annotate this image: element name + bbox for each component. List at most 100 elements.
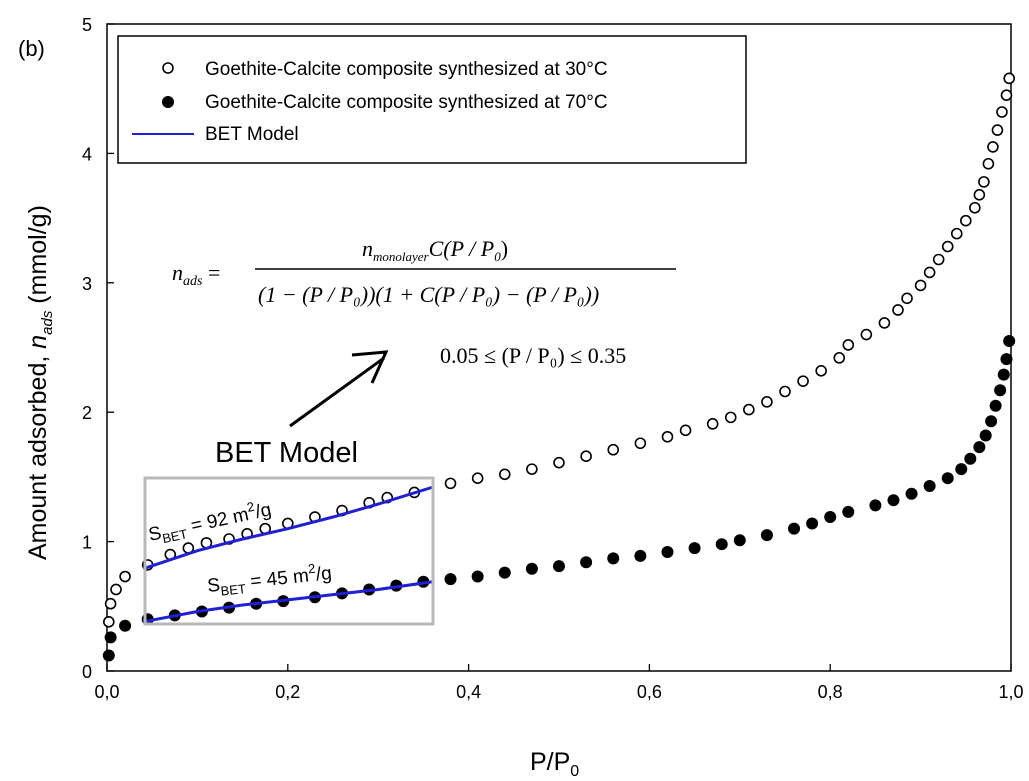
- bet-fit-line-2: [142, 580, 433, 624]
- y-axis-title-sub: ads: [39, 310, 56, 335]
- data-point-30c: [580, 450, 592, 462]
- data-point-70c: [444, 573, 457, 586]
- x-axis-title-main: P/P: [530, 748, 570, 776]
- data-point-70c: [715, 538, 728, 551]
- bet-fit-line-1: [142, 485, 433, 571]
- x-tick-label: 0,0: [94, 682, 119, 702]
- data-point-30c: [815, 364, 827, 377]
- data-point-30c: [982, 157, 995, 170]
- data-point-30c: [1000, 89, 1013, 101]
- data-point-30c: [950, 227, 963, 240]
- data-point-70c: [788, 522, 801, 535]
- data-point-70c: [104, 631, 117, 644]
- sbet-top-rest: = 92 m: [184, 504, 251, 538]
- y-axis-title-unit: (mmol/g): [24, 205, 52, 311]
- eq-numerator: nmonolayerC(P / P0): [362, 236, 508, 264]
- data-point-30c: [526, 463, 538, 475]
- x-tick-label: 0,6: [637, 682, 662, 702]
- data-point-30c: [969, 201, 981, 214]
- data-point-30c: [959, 214, 972, 227]
- data-point-30c: [634, 437, 647, 450]
- eq-num-n: n: [362, 236, 373, 261]
- y-tick-label: 3: [82, 274, 92, 294]
- bet-region-box: [143, 476, 435, 626]
- legend: Goethite-Calcite composite synthesized a…: [117, 35, 747, 164]
- series-70c: [102, 335, 1016, 662]
- data-point-30c: [973, 189, 986, 201]
- data-point-30c: [103, 616, 115, 628]
- data-point-70c: [688, 542, 701, 555]
- data-point-70c: [964, 452, 977, 465]
- data-point-70c: [607, 552, 620, 565]
- data-point-30c: [901, 292, 913, 305]
- x-axis-title: P/P0: [530, 748, 579, 780]
- data-point-30c: [607, 443, 620, 456]
- data-point-70c: [1003, 335, 1016, 348]
- data-point-70c: [806, 517, 819, 530]
- data-point-70c: [1000, 353, 1013, 366]
- data-point-30c: [553, 456, 565, 469]
- eq-lhs: nads =: [172, 260, 220, 289]
- y-axis: 0 1 2 3 4 5: [82, 15, 114, 682]
- data-point-70c: [525, 562, 538, 575]
- data-point-30c: [119, 570, 131, 583]
- data-point-30c: [743, 403, 755, 416]
- series-30c: [103, 72, 1015, 628]
- x-axis-title-sub: 0: [570, 763, 579, 780]
- data-point-70c: [471, 570, 484, 583]
- data-point-70c: [869, 499, 882, 512]
- x-tick-label: 0,4: [456, 682, 481, 702]
- sbet-top-label: SBET = 92 m2/g: [146, 495, 274, 548]
- legend-label-bet: BET Model: [205, 124, 299, 145]
- series-bet-model: [142, 485, 433, 624]
- data-point-30c: [724, 411, 737, 424]
- sbet-top-sup: 2: [246, 499, 256, 515]
- eq-range: 0.05 ≤ (P / P₀) ≤ 0.35: [440, 343, 626, 368]
- sbet-bottom-end: /g: [315, 563, 333, 586]
- legend-label-70c: Goethite-Calcite composite synthesized a…: [205, 92, 608, 113]
- data-point-70c: [733, 534, 746, 547]
- y-axis-title-main: Amount adsorbed,: [24, 349, 52, 560]
- data-point-30c: [444, 477, 457, 490]
- y-tick-label: 0: [82, 662, 92, 682]
- data-point-70c: [997, 368, 1010, 381]
- eq-denominator: (1 − (P / P₀))(1 + C(P / P₀) − (P / P₀)): [258, 282, 599, 307]
- data-point-30c: [860, 328, 873, 341]
- sbet-bottom-rest: = 45 m: [244, 565, 310, 593]
- data-point-70c: [887, 494, 900, 507]
- data-point-70c: [119, 619, 132, 632]
- eq-num-close: ): [501, 236, 508, 261]
- y-axis-title: Amount adsorbed, nads (mmol/g): [24, 205, 56, 560]
- eq-num-rest: C(P / P: [429, 236, 495, 261]
- data-point-30c: [761, 396, 773, 408]
- x-tick-label: 0,8: [818, 682, 843, 702]
- y-tick-label: 1: [82, 533, 92, 553]
- sbet-bottom-sub: BET: [220, 581, 247, 599]
- data-point-30c: [878, 317, 891, 329]
- data-point-30c: [978, 176, 990, 188]
- y-tick-label: 2: [82, 403, 92, 423]
- data-point-70c: [498, 566, 511, 579]
- data-point-70c: [634, 549, 647, 562]
- eq-num-n-sub: monolayer: [373, 249, 430, 264]
- legend-label-30c: Goethite-Calcite composite synthesized a…: [205, 59, 608, 80]
- legend-open-marker: [162, 62, 174, 74]
- data-point-70c: [905, 487, 918, 500]
- y-axis-title-var: n: [24, 335, 52, 349]
- data-point-70c: [760, 529, 773, 542]
- data-point-30c: [471, 472, 484, 484]
- data-point-30c: [991, 124, 1004, 136]
- data-point-70c: [580, 556, 593, 569]
- data-point-30c: [833, 352, 846, 364]
- sbet-top-end: /g: [253, 499, 273, 523]
- data-point-30c: [110, 583, 122, 596]
- plot-frame: [106, 23, 1012, 672]
- data-point-70c: [994, 384, 1007, 397]
- bet-model-annotation: BET Model: [215, 437, 358, 469]
- sbet-top-s: S: [147, 523, 164, 546]
- legend-filled-marker: [162, 96, 174, 108]
- data-point-30c: [104, 597, 117, 610]
- data-point-70c: [661, 545, 674, 558]
- data-point-30c: [498, 468, 511, 481]
